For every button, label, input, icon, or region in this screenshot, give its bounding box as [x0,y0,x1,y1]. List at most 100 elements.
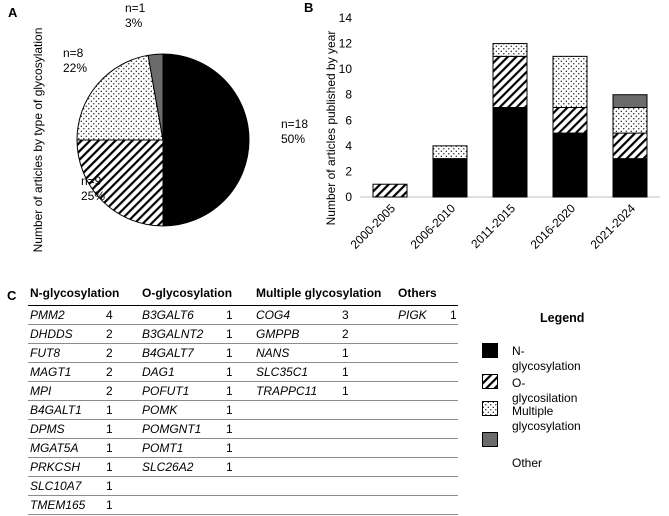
table-header-o: O-glycosylation [142,286,233,300]
table-gene-cell: MGAT5A [30,441,79,455]
legend: Legend N-glycosylation O-glycosilation M… [482,308,662,498]
pie-slice-multiple-glycosylation [76,54,164,141]
table-header-rule [28,305,458,306]
table-gene-cell: POMK [142,403,178,417]
table-header-multiple: Multiple glycosylation [256,286,382,300]
x-tick-label: 2011-2015 [468,201,518,251]
table-gene-cell: DHDDS [30,327,73,341]
legend-swatch-multiple [482,401,498,416]
y-tick-label: 10 [339,62,353,76]
table-gene-cell: POFUT1 [142,384,190,398]
table-count-cell: 1 [106,441,113,455]
bar-y-label: Number of articles published by year [324,31,338,226]
table-count-cell: 1 [226,327,233,341]
table-gene-cell: NANS [256,346,290,360]
table-gene-cell: POMT1 [142,441,184,455]
table-count-cell: 4 [106,308,113,322]
bar-segment-multiple-glycosylation [492,43,528,57]
x-tick-label: 2000-2005 [348,201,399,252]
table-count-cell: 2 [106,365,113,379]
table-row-rule [28,362,458,363]
table-row-rule [28,324,458,325]
table-count-cell: 1 [450,308,457,322]
table-gene-cell: GMPPB [256,327,300,341]
table-count-cell: 2 [106,327,113,341]
table-row-rule [28,476,458,477]
table-header-others: Others [398,286,437,300]
pie-slice-n-glycosylation [162,53,250,227]
pie-slice-o-glycosylation [76,139,164,227]
table-gene-cell: B4GALT7 [142,346,194,360]
table-count-cell: 1 [226,365,233,379]
pie-pct-label: 22% [63,61,87,75]
bar-segment-o-glycosylation [612,132,648,160]
table-gene-cell: POMGNT1 [142,422,202,436]
y-tick-label: 8 [345,88,352,102]
legend-swatch-other [482,432,498,447]
pie-count-label: n=18 [281,117,308,131]
bar-segment-multiple-glycosylation [552,55,588,108]
legend-swatch-o [482,374,498,389]
table-count-cell: 1 [226,441,233,455]
table-gene-cell: PIGK [398,308,427,322]
table-row-rule [28,419,458,420]
x-tick-label: 2021-2024 [588,201,639,252]
table-count-cell: 1 [106,460,113,474]
y-tick-label: 2 [345,164,352,178]
pie-chart: Number of articles by type of glycosylat… [31,1,308,253]
legend-label-n: N-glycosylation [512,344,581,373]
y-tick-label: 6 [345,113,352,127]
table-gene-cell: MAGT1 [30,365,72,379]
bar-segment-n-glycosylation [432,158,468,198]
table-count-cell: 1 [226,384,233,398]
pie-count-label: n=8 [63,46,84,60]
table-gene-cell: TMEM165 [30,498,86,512]
table-count-cell: 1 [226,308,233,322]
bar-segment-n-glycosylation [492,107,528,198]
bar-segment-multiple-glycosylation [612,107,648,134]
table-gene-cell: PMM2 [30,308,65,322]
table-row: PMM2 4 B3GALT6 1 COG4 3 PIGK 1 [28,306,458,325]
pie-pct-label: 25% [81,189,105,203]
table-row-rule [28,343,458,344]
table-count-cell: 1 [226,346,233,360]
table-gene-cell: FUT8 [30,346,60,360]
table-count-cell: 1 [106,422,113,436]
table-count-cell: 3 [342,308,349,322]
table-count-cell: 2 [106,346,113,360]
table-row-rule [28,495,458,496]
table-gene-cell: B4GALT1 [30,403,82,417]
table-gene-cell: B3GALT6 [142,308,194,322]
bar-segment-o-glycosylation [552,107,588,134]
pie-count-label: n=1 [125,1,146,15]
table-gene-cell: DPMS [30,422,65,436]
table-row: MAGT1 2 DAG1 1 SLC35C1 1 [28,363,458,382]
table-row: B4GALT1 1 POMK 1 [28,401,458,420]
table-row: TMEM165 1 [28,496,458,515]
table-gene-cell: DAG1 [142,365,175,379]
legend-title: Legend [540,311,585,325]
pie-pct-label: 3% [125,16,143,30]
table-header-n: N-glycosylation [30,286,120,300]
y-tick-label: 0 [345,190,352,204]
table-count-cell: 1 [106,498,113,512]
table-count-cell: 1 [342,346,349,360]
table-row: SLC10A7 1 [28,477,458,496]
legend-label-multiple: Multiple glycosylation [512,404,581,433]
x-tick-label: 2016-2020 [528,201,579,252]
legend-label-o: O-glycosilation [512,376,578,405]
table-gene-cell: SLC10A7 [30,479,82,493]
bar-segment-n-glycosylation [552,132,588,198]
bar-segment-multiple-glycosylation [432,145,468,160]
table-row: DHDDS 2 B3GALNT2 1 GMPPB 2 [28,325,458,344]
legend-label-other: Other [512,456,543,470]
table-row-rule [28,381,458,382]
panel-label-a: A [8,5,18,20]
legend-swatch-n [482,343,498,358]
bar-segment-o-glycosylation [372,183,408,198]
y-tick-label: 14 [339,11,353,25]
table-row: MGAT5A 1 POMT1 1 [28,439,458,458]
table-gene-cell: TRAPPC11 [256,384,318,398]
table-count-cell: 1 [226,403,233,417]
pie-y-label: Number of articles by type of glycosylat… [31,28,45,253]
